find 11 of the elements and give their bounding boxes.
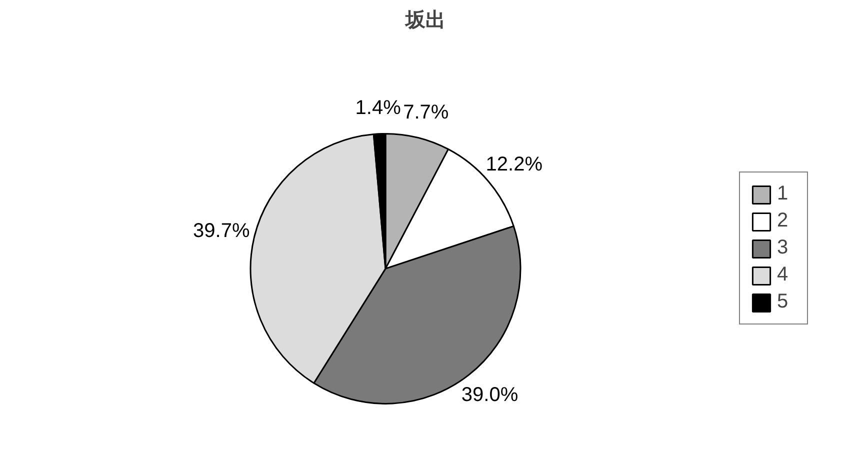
data-label: 12.2% [486, 154, 543, 176]
data-label: 39.7% [193, 220, 250, 242]
data-label: 1.4% [355, 97, 402, 120]
legend-label: 2 [777, 210, 790, 232]
chart-title: 坂出 [404, 8, 446, 32]
legend-label: 4 [777, 264, 790, 286]
data-label: 7.7% [403, 102, 449, 124]
legend-label: 5 [777, 290, 790, 314]
legend-label: 3 [777, 236, 790, 260]
legend-label: 1 [777, 182, 790, 206]
data-label: 39.0% [461, 384, 518, 406]
